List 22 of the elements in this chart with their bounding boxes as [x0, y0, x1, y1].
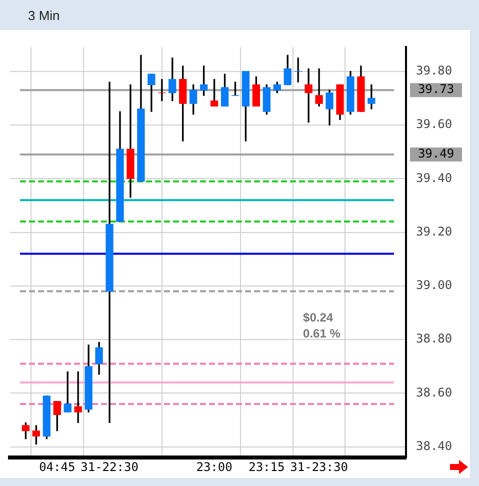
x-tick-label: 31-23:30 — [290, 460, 348, 474]
y-tick-label: 39.00 — [416, 278, 452, 292]
x-tick-label: 04:45 — [39, 460, 76, 474]
y-tick-label: 38.40 — [416, 438, 452, 453]
candlestick — [315, 68, 323, 107]
y-tick-label: 39.60 — [416, 117, 452, 132]
y-tick-label: 39.80 — [416, 63, 452, 78]
x-tick-label: 23:00 — [196, 460, 232, 474]
ref-line-label: 39.49 — [418, 146, 454, 161]
candlestick — [304, 68, 312, 123]
y-tick-label: 38.60 — [416, 385, 452, 400]
y-tick-label: 39.20 — [416, 224, 452, 238]
x-tick-label: 23:15 — [248, 460, 285, 474]
candlestick — [368, 84, 376, 110]
chart-title: 3 Min — [28, 8, 60, 23]
candlestick — [106, 82, 114, 424]
ref-line-label: 39.73 — [418, 82, 454, 96]
annotation: $0.24 — [303, 310, 334, 324]
annotation: 0.61 % — [303, 326, 341, 340]
y-tick-label: 39.40 — [416, 170, 452, 185]
x-tick-label: 31-22:30 — [80, 460, 138, 474]
y-tick-label: 38.80 — [416, 332, 452, 346]
